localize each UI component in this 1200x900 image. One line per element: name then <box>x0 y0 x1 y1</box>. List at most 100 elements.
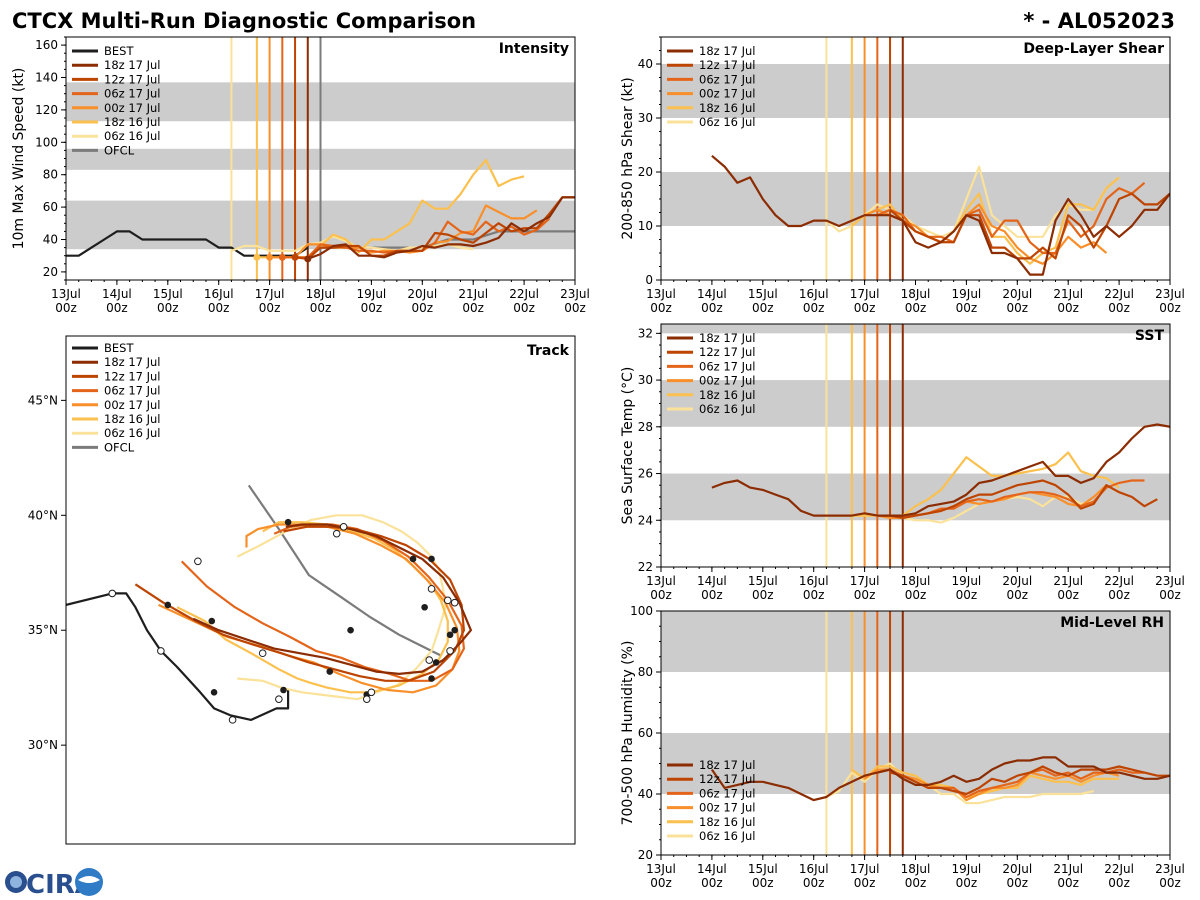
legend-label-18z-16-jul: 18z 16 Jul <box>699 388 756 402</box>
x-tick-label-date: 21Jul <box>1053 574 1083 588</box>
y-tick-label: 40 <box>638 787 653 801</box>
track-marker-filled <box>284 518 292 526</box>
intensity-panel: 2040608010012014016013Jul00z14Jul00z15Ju… <box>11 36 590 315</box>
series-line-18z-17-jul <box>307 196 575 260</box>
track-marker-filled <box>428 555 435 563</box>
legend-label-00z-17-jul: 00z 17 Jul <box>104 398 161 412</box>
legend-label-06z-16-jul: 06z 16 Jul <box>699 402 756 416</box>
x-tick-label-date: 23Jul <box>1155 862 1185 876</box>
rh-panel: 2040608010013Jul00z14Jul00z15Jul00z16Jul… <box>620 604 1185 890</box>
x-tick-label-date: 14Jul <box>697 287 727 301</box>
y-tick-label: 80 <box>43 168 58 182</box>
legend-label-18z-17-jul: 18z 17 Jul <box>104 355 161 369</box>
track-marker-filled <box>347 626 354 634</box>
track-marker-open <box>367 688 376 697</box>
series-line-18z-17-jul <box>710 756 1170 802</box>
x-tick-label-date: 15Jul <box>748 862 778 876</box>
legend-label-12z-17-jul: 12z 17 Jul <box>699 58 756 72</box>
track-marker-open <box>450 598 459 607</box>
x-tick-label-hour: 00z <box>513 301 535 315</box>
track-marker-filled <box>210 688 218 696</box>
y-axis-label: 700-500 hPa Humidity (%) <box>620 641 636 826</box>
x-tick-label-hour: 00z <box>564 301 586 315</box>
x-tick-label-hour: 00z <box>1108 876 1130 890</box>
track-marker-open <box>443 596 452 605</box>
track-marker-open <box>362 695 371 703</box>
x-tick-label-date: 20Jul <box>1002 574 1032 588</box>
y-tick-label: 28 <box>638 420 653 434</box>
legend-label-06z-17-jul: 06z 17 Jul <box>104 87 161 101</box>
x-tick-label-hour: 00z <box>1057 588 1079 602</box>
y-axis-label: 10m Max Wind Speed (kt) <box>11 68 27 250</box>
y-tick-label: 20 <box>638 848 653 862</box>
shaded-band-2 <box>661 324 1170 334</box>
track-marker-open <box>228 716 237 724</box>
legend-label-06z-16-jul: 06z 16 Jul <box>104 129 161 143</box>
x-tick-label-date: 23Jul <box>1155 574 1185 588</box>
x-tick-label-hour: 00z <box>752 588 774 602</box>
y-tick-label: 20 <box>43 265 58 279</box>
x-tick-label-date: 17Jul <box>255 287 285 301</box>
x-tick-label-date: 14Jul <box>697 574 727 588</box>
series-line-12z-17-jul <box>889 479 1158 520</box>
series-line-18z-17-jul <box>711 423 1170 517</box>
x-tick-label-hour: 00z <box>310 301 332 315</box>
x-tick-label-date: 13Jul <box>646 574 676 588</box>
track-line-best <box>66 592 290 722</box>
cira-logo-emblem-core <box>10 876 22 888</box>
track-line-ofcl <box>247 484 442 657</box>
y-tick-label: 30 <box>638 111 653 125</box>
track-marker-filled <box>208 617 216 625</box>
sst-panel: 22242628303213Jul00z14Jul00z15Jul00z16Ju… <box>620 323 1185 602</box>
x-tick-label-hour: 00z <box>55 301 77 315</box>
legend-label-best: BEST <box>104 341 134 355</box>
shaded-band-1 <box>661 64 1170 118</box>
legend-label-ofcl: OFCL <box>104 143 135 157</box>
init-marker-12z-17-jul <box>291 253 299 261</box>
legend-label-06z-17-jul: 06z 17 Jul <box>699 786 756 800</box>
x-tick-label-date: 22Jul <box>509 287 539 301</box>
legend-label-best: BEST <box>104 44 134 58</box>
x-tick-label-hour: 00z <box>1007 588 1029 602</box>
x-tick-label-date: 15Jul <box>153 287 183 301</box>
track-line-06z-16-jul <box>236 514 447 701</box>
x-tick-label-hour: 00z <box>208 301 230 315</box>
x-tick-label-date: 21Jul <box>1053 287 1083 301</box>
series-line-18z-17-jul <box>711 154 1170 276</box>
x-tick-label-date: 16Jul <box>204 287 234 301</box>
y-tick-label: 30 <box>638 373 653 387</box>
y-tick-label: 26 <box>638 467 653 481</box>
legend-label-12z-17-jul: 12z 17 Jul <box>699 772 756 786</box>
plot-area <box>661 324 1170 567</box>
x-tick-label-hour: 00z <box>650 588 672 602</box>
x-tick-label-hour: 00z <box>259 301 281 315</box>
track-marker-open <box>332 529 341 538</box>
x-tick-label-hour: 00z <box>650 876 672 890</box>
track-marker-open <box>157 647 165 655</box>
x-tick-label-hour: 00z <box>1108 588 1130 602</box>
x-tick-label-hour: 00z <box>412 301 434 315</box>
track-marker-open <box>108 589 117 598</box>
shear-panel: 01020304013Jul00z14Jul00z15Jul00z16Jul00… <box>620 36 1185 315</box>
track-marker-open <box>446 647 454 655</box>
cira-logo-wave <box>78 876 100 883</box>
x-tick-label-date: 19Jul <box>952 287 982 301</box>
track-marker-filled <box>409 555 417 563</box>
track-marker-open <box>275 695 283 703</box>
panel-title: Track <box>527 343 570 359</box>
legend-label-18z-17-jul: 18z 17 Jul <box>104 58 161 72</box>
x-tick-label-date: 13Jul <box>646 862 676 876</box>
x-tick-label-date: 16Jul <box>799 862 829 876</box>
y-tick-label: 140 <box>35 71 58 85</box>
legend-label-ofcl: OFCL <box>104 440 135 454</box>
storm-id: * - AL052023 <box>1023 9 1175 33</box>
legend-label-06z-17-jul: 06z 17 Jul <box>104 384 161 398</box>
axes-frame <box>65 335 576 845</box>
x-tick-label-hour: 00z <box>956 301 978 315</box>
track-marker-open <box>427 585 436 593</box>
x-tick-label-date: 19Jul <box>952 574 982 588</box>
